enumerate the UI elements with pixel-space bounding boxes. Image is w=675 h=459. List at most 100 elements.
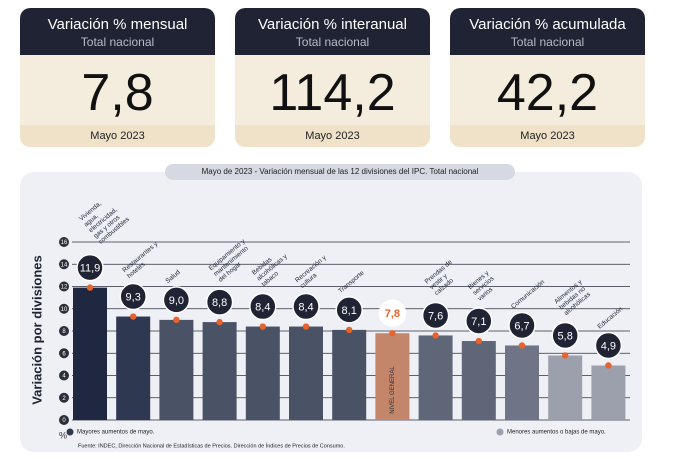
bar-top-dot	[130, 313, 137, 320]
bar-top-dot	[432, 332, 439, 339]
value-label: 11,9	[80, 263, 101, 275]
value-badge	[205, 288, 234, 316]
bar-top-dot	[216, 318, 223, 326]
y-tick-dot	[59, 348, 69, 359]
bar-top-dot	[475, 337, 482, 345]
y-tick-dot	[59, 415, 69, 425]
value-label: 4,9	[601, 340, 616, 352]
bar-top-dot	[605, 362, 612, 369]
legend-label: Menores aumentos o bajas de mayo.	[507, 430, 606, 436]
bar	[548, 355, 583, 420]
title-pill	[165, 164, 515, 180]
value-badge	[119, 282, 147, 311]
bar-top-dot	[86, 284, 94, 291]
y-tick-dot	[59, 237, 69, 247]
bar-top-dot	[173, 316, 180, 324]
value-badge	[378, 299, 407, 327]
bar	[289, 326, 323, 420]
bar	[418, 335, 453, 420]
source: Fuente: INDEC, Dirección Nacional de Est…	[78, 442, 345, 449]
card-header: Variación % interanual Total nacional	[235, 8, 430, 55]
card-date: Mayo 2023	[450, 125, 645, 147]
y-tick-dot	[59, 392, 69, 403]
bar-top-dot	[302, 323, 310, 330]
card-subtitle: Total nacional	[295, 35, 370, 49]
y-tick-dot	[59, 303, 69, 314]
y-tick-dot	[59, 281, 69, 292]
value-badge	[292, 292, 320, 321]
legend-dot	[66, 428, 74, 436]
y-tick-label: 12	[61, 285, 68, 291]
legend-label: Mayores aumentos de mayo.	[77, 430, 155, 436]
card-subtitle: Total nacional	[80, 35, 155, 49]
y-tick-label: 14	[61, 262, 68, 268]
value-label: 8,1	[342, 305, 357, 317]
value-label: 8,4	[298, 301, 313, 313]
card-header: Variación % mensual Total nacional	[20, 8, 215, 55]
value-badge	[76, 253, 104, 282]
value-badge	[551, 321, 579, 350]
y-tick-label: 6	[62, 351, 66, 357]
value-badge	[249, 292, 277, 321]
value-badge	[335, 296, 363, 324]
card: Variación % mensual Total nacional 7,8 Mayo…	[20, 8, 215, 147]
value-badge	[594, 331, 623, 360]
bar-top-dot	[259, 323, 266, 330]
category-label: NIVEL GENERAL	[390, 366, 396, 414]
bar	[202, 322, 237, 420]
bar	[591, 365, 626, 420]
bar	[245, 326, 280, 420]
y-tick-label: 8	[62, 329, 66, 335]
card-date: Mayo 2023	[20, 125, 215, 147]
value-label: 6,7	[514, 320, 529, 332]
y-tick-label: 2	[62, 396, 66, 402]
card-value: 114,2	[269, 64, 396, 122]
bar	[116, 316, 151, 420]
legend-dot	[496, 428, 504, 436]
value-label: 7,1	[471, 316, 486, 328]
value-badge	[162, 286, 191, 314]
bar	[461, 341, 496, 420]
bar	[159, 319, 194, 420]
value-label: 9,0	[169, 295, 184, 307]
value-badge	[421, 301, 450, 330]
bar-top-dot	[346, 326, 353, 334]
bar	[375, 333, 410, 420]
card: Variación % interanual Total nacional 114,…	[235, 8, 430, 147]
value-label: 7,6	[428, 310, 443, 322]
value-label: 8,8	[212, 297, 227, 309]
card-header: Variación % acumulada Total nacional	[450, 8, 645, 55]
y-tick-dot	[59, 370, 69, 381]
bar	[332, 329, 367, 420]
value-label: 9,3	[126, 291, 141, 303]
card-subtitle: Total nacional	[510, 35, 585, 49]
bar-top-dot	[562, 352, 569, 359]
y-tick-label: 10	[61, 307, 68, 313]
y-tick-label: 0	[62, 418, 66, 424]
card: Variación % acumulada Total nacional 42,2 M…	[450, 8, 645, 147]
card-value: 7,8	[81, 64, 154, 122]
bar	[505, 345, 539, 420]
bar	[73, 287, 107, 420]
value-label: 5,8	[558, 330, 573, 342]
value-label: 8,4	[255, 301, 270, 313]
value-label: 7,8	[385, 308, 400, 320]
card-value: 42,2	[496, 64, 599, 122]
value-badge	[508, 311, 536, 340]
card-title: Variación % interanual	[258, 16, 407, 33]
y-unit: %	[59, 430, 67, 440]
bar-top-dot	[518, 342, 526, 349]
card-date: Mayo 2023	[235, 125, 430, 147]
value-badge	[465, 307, 493, 335]
y-tick-dot	[59, 259, 69, 270]
y-tick-label: 16	[61, 240, 68, 246]
bar-top-dot	[389, 330, 396, 337]
chart-title: Mayo de 2023 - Variación mensual de las …	[202, 167, 479, 176]
y-tick-dot	[59, 326, 69, 336]
y-label: Variación por divisiones	[29, 255, 44, 405]
card-title: Variación % acumulada	[469, 16, 626, 33]
y-tick-label: 4	[62, 374, 66, 380]
card-title: Variación % mensual	[47, 16, 188, 33]
